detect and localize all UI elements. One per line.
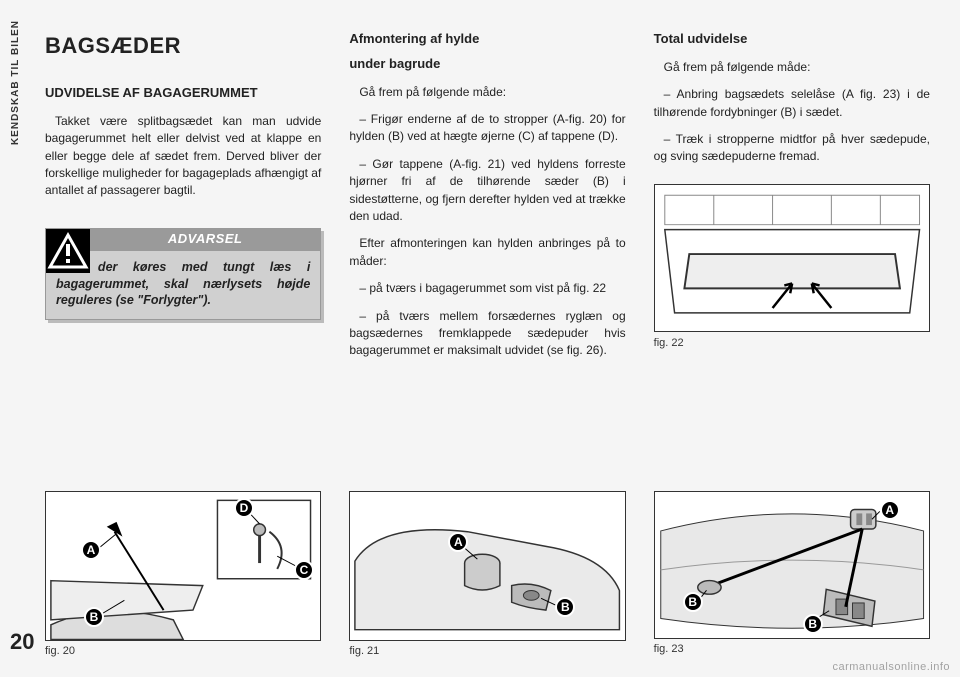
figure-caption: fig. 21: [349, 645, 625, 657]
side-tab-label: KENDSKAB TIL BILEN: [10, 20, 21, 145]
body-text: – på tværs i bagagerummet som vist på fi…: [349, 280, 625, 297]
subsection-title: UDVIDELSE AF BAGAGERUMMET: [45, 84, 321, 103]
figure-23-wrap: A B B fig. 23: [654, 491, 930, 657]
callout-a: A: [81, 540, 101, 560]
warning-icon: [46, 229, 90, 273]
figure-caption: fig. 20: [45, 645, 321, 657]
body-text: – Anbring bagsædets selelåse (A fig. 23)…: [654, 86, 930, 121]
subhead-line2: under bagrude: [349, 55, 625, 74]
figure-23: A B B: [654, 491, 930, 639]
body-text: – Gør tappene (A-fig. 21) ved hyldens fo…: [349, 156, 625, 226]
callout-a: A: [880, 500, 900, 520]
body-text: Gå frem på følgende måde:: [654, 59, 930, 76]
body-text: – Træk i stropperne midtfor på hver sæde…: [654, 131, 930, 166]
figure-21: A B: [349, 491, 625, 641]
body-text: – på tværs mellem forsædernes ryglæn og …: [349, 308, 625, 360]
subhead: Total udvidelse: [654, 30, 930, 49]
callout-d: D: [234, 498, 254, 518]
body-text: Takket være splitbagsædet kan man udvide…: [45, 113, 321, 200]
figure-caption: fig. 22: [654, 336, 930, 352]
figure-caption: fig. 23: [654, 643, 930, 655]
figure-22-wrap: fig. 22: [654, 184, 930, 352]
callout-b: B: [84, 607, 104, 627]
callout-b: B: [683, 592, 703, 612]
figure-20: A B C D: [45, 491, 321, 641]
subhead-line1: Afmontering af hylde: [349, 30, 625, 49]
column-2: Afmontering af hylde under bagrude Gå fr…: [349, 30, 625, 370]
body-text: – Frigør enderne af de to stropper (A-fi…: [349, 111, 625, 146]
callout-b2: B: [803, 614, 823, 634]
warning-box: ADVARSEL Hvis der køres med tungt læs i …: [45, 228, 321, 321]
content-columns: BAGSÆDER UDVIDELSE AF BAGAGERUMMET Takke…: [45, 30, 930, 370]
column-1: BAGSÆDER UDVIDELSE AF BAGAGERUMMET Takke…: [45, 30, 321, 370]
section-title: BAGSÆDER: [45, 30, 321, 62]
figure-21-wrap: A B fig. 21: [349, 491, 625, 657]
page-number: 20: [10, 629, 34, 655]
figure-22: [654, 184, 930, 332]
watermark: carmanualsonline.info: [832, 661, 950, 673]
manual-page: KENDSKAB TIL BILEN 20 BAGSÆDER UDVIDELSE…: [0, 0, 960, 677]
figures-row: A B C D fig. 20: [45, 491, 930, 657]
body-text: Efter afmonteringen kan hylden anbringes…: [349, 235, 625, 270]
figure-20-wrap: A B C D fig. 20: [45, 491, 321, 657]
warning-header: ADVARSEL: [46, 229, 320, 251]
warning-title: ADVARSEL: [90, 230, 320, 249]
body-text: Gå frem på følgende måde:: [349, 84, 625, 101]
callout-c: C: [294, 560, 314, 580]
column-3: Total udvidelse Gå frem på følgende måde…: [654, 30, 930, 370]
